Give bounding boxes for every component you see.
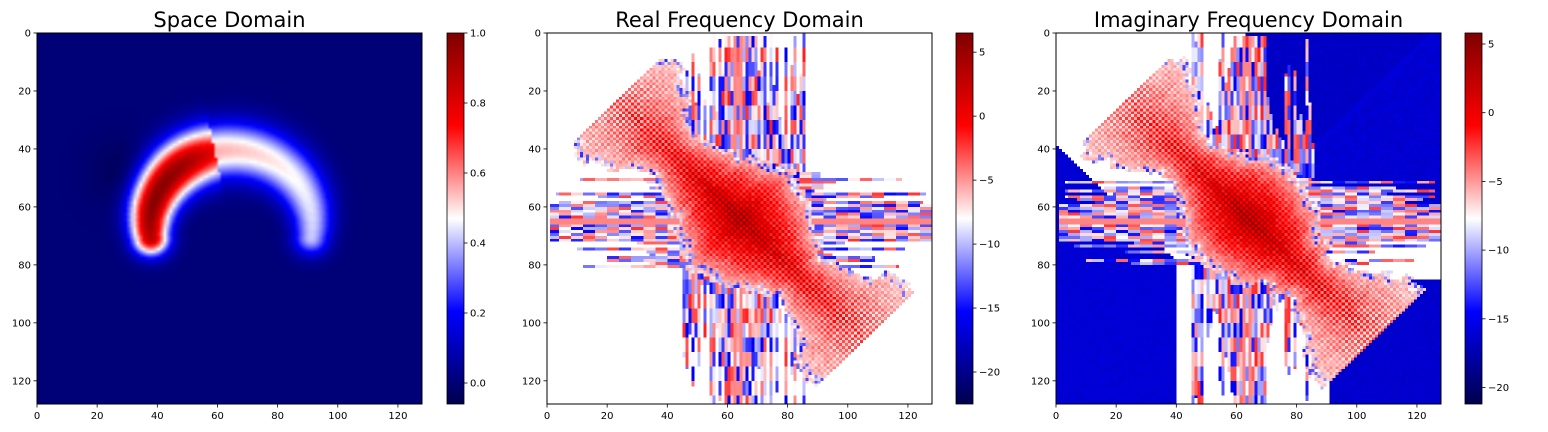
x-tick-label: 40 [661, 411, 674, 422]
plot-frame [546, 32, 933, 405]
colorbar-tick-label: 0.2 [470, 309, 486, 320]
y-tick-label: 40 [18, 144, 31, 155]
x-tick-label: 0 [1053, 411, 1059, 422]
colorbar-tick-label: 0 [979, 112, 985, 123]
y-tick-label: 100 [12, 318, 31, 329]
heatmap-image [547, 33, 932, 404]
colorbar-tick-label: −15 [1488, 314, 1509, 325]
y-tick-label: 100 [1031, 318, 1050, 329]
y-tick-label: 80 [18, 260, 31, 271]
x-tick-label: 100 [838, 411, 857, 422]
y-tick-label: 40 [1037, 144, 1050, 155]
heatmap-panel-2: Real Frequency Domain 0 20 40 60 80 100 120 0 20 4… [522, 8, 933, 422]
colorbar-tick-label: −20 [1488, 383, 1509, 394]
y-tick-label: 20 [528, 86, 541, 97]
y-tick-label: 0 [535, 29, 541, 40]
colorbar-3: 5 0 −5 −10 −15 −20 [1464, 32, 1509, 405]
chart-title: Real Frequency Domain [615, 8, 864, 32]
x-tick-label: 20 [1110, 411, 1123, 422]
colorbar-tick-label: 0.0 [470, 379, 486, 390]
x-tick-label: 20 [601, 411, 614, 422]
x-tick-label: 40 [1170, 411, 1183, 422]
colorbar-tick-label: −15 [979, 304, 1000, 315]
y-tick-label: 100 [522, 318, 541, 329]
colorbar-tick-label: 0.6 [470, 169, 486, 180]
y-tick-label: 80 [528, 260, 541, 271]
y-tick-label: 20 [1037, 86, 1050, 97]
y-tick-label: 0 [1044, 29, 1050, 40]
colorbar-gradient [1464, 32, 1483, 405]
y-tick-label: 120 [1031, 376, 1050, 387]
colorbar-tick-label: −5 [979, 176, 994, 187]
heatmap-image [37, 33, 422, 404]
colorbar-gradient [955, 32, 974, 405]
colorbar-gradient [446, 32, 465, 405]
colorbar-1: 0.0 0.2 0.4 0.6 0.8 1.0 [446, 29, 486, 405]
plot-frame [36, 32, 423, 405]
y-tick-label: 40 [528, 144, 541, 155]
heatmap-panel-1: Space Domain 0 20 40 60 80 100 120 0 20 40 60 80 100 1… [12, 8, 423, 422]
colorbar-tick-label: 5 [1488, 39, 1494, 50]
colorbar-tick-label: 0.8 [470, 99, 486, 110]
colorbar-tick-label: 0 [1488, 108, 1494, 119]
colorbar-tick-label: −10 [979, 240, 1000, 251]
y-tick-label: 120 [522, 376, 541, 387]
x-tick-label: 100 [1347, 411, 1366, 422]
y-tick-label: 0 [25, 29, 31, 40]
colorbar-tick-label: 0.4 [470, 239, 486, 250]
y-tick-label: 60 [1037, 202, 1050, 213]
x-tick-label: 120 [1407, 411, 1426, 422]
plot-frame [1055, 32, 1442, 405]
colorbar-tick-label: 5 [979, 48, 985, 59]
colorbar-tick-label: −10 [1488, 246, 1509, 257]
x-tick-label: 120 [388, 411, 407, 422]
chart-title: Space Domain [153, 8, 305, 32]
x-tick-label: 80 [781, 411, 794, 422]
chart-title: Imaginary Frequency Domain [1094, 8, 1403, 32]
colorbar-tick-label: −5 [1488, 177, 1503, 188]
x-tick-label: 20 [91, 411, 104, 422]
x-tick-label: 80 [271, 411, 284, 422]
colorbar-tick-label: 1.0 [470, 29, 486, 40]
colorbar-2: 5 0 −5 −10 −15 −20 [955, 32, 1000, 405]
x-tick-label: 100 [328, 411, 347, 422]
y-tick-label: 20 [18, 86, 31, 97]
x-tick-label: 60 [211, 411, 224, 422]
x-tick-label: 60 [1230, 411, 1243, 422]
colorbar-tick-label: −20 [979, 368, 1000, 379]
y-tick-label: 60 [528, 202, 541, 213]
y-tick-label: 60 [18, 202, 31, 213]
heatmap-image [1056, 33, 1441, 404]
heatmap-panel-3: Imaginary Frequency Domain 0 20 40 60 80 100 12… [1031, 8, 1442, 422]
x-tick-label: 0 [34, 411, 40, 422]
x-tick-label: 60 [721, 411, 734, 422]
y-tick-label: 120 [12, 376, 31, 387]
y-tick-label: 80 [1037, 260, 1050, 271]
x-tick-label: 0 [544, 411, 550, 422]
x-tick-label: 80 [1290, 411, 1303, 422]
x-tick-label: 120 [898, 411, 917, 422]
x-tick-label: 40 [151, 411, 164, 422]
